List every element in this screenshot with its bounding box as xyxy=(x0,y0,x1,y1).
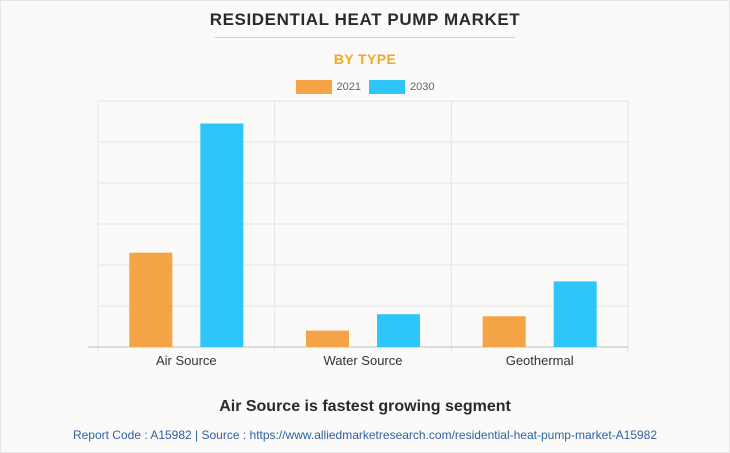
x-tick-label: Geothermal xyxy=(506,353,574,368)
legend-item-2030: 2030 xyxy=(369,80,434,94)
bar-geothermal-2021 xyxy=(482,316,526,347)
legend: 2021 2030 xyxy=(0,80,730,94)
bar-water-source-2021 xyxy=(306,330,349,347)
bar-air-source-2030 xyxy=(200,123,244,347)
legend-item-2021: 2021 xyxy=(295,80,361,94)
takeaway-text: Air Source is fastest growing segment xyxy=(219,398,511,415)
title-divider xyxy=(215,37,515,38)
bar-air-source-2021 xyxy=(129,252,173,347)
bar-geothermal-2030 xyxy=(553,281,597,347)
x-tick-label: Water Source xyxy=(324,353,403,368)
bar-water-source-2030 xyxy=(377,314,420,347)
x-tick-label: Air Source xyxy=(156,353,217,368)
legend-swatch-2030 xyxy=(369,80,405,94)
chart-title: RESIDENTIAL HEAT PUMP MARKET xyxy=(209,10,521,29)
bar-chart: Air Source Water Source Geothermal xyxy=(88,100,629,368)
legend-swatch-2021 xyxy=(295,80,332,94)
legend-label-2021: 2021 xyxy=(336,81,361,93)
chart-subtitle: BY TYPE xyxy=(333,51,397,67)
report-source-line: Report Code : A15982 | Source : https://… xyxy=(72,428,658,442)
legend-label-2030: 2030 xyxy=(410,81,435,93)
